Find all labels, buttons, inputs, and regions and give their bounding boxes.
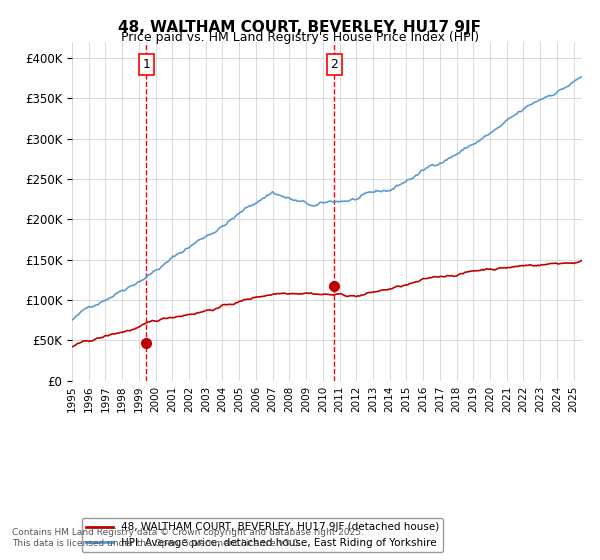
Text: 48, WALTHAM COURT, BEVERLEY, HU17 9JF: 48, WALTHAM COURT, BEVERLEY, HU17 9JF [119, 20, 482, 35]
Text: Price paid vs. HM Land Registry's House Price Index (HPI): Price paid vs. HM Land Registry's House … [121, 31, 479, 44]
Text: 1: 1 [142, 58, 150, 71]
Legend: 48, WALTHAM COURT, BEVERLEY, HU17 9JF (detached house), HPI: Average price, deta: 48, WALTHAM COURT, BEVERLEY, HU17 9JF (d… [82, 518, 443, 552]
Text: Contains HM Land Registry data © Crown copyright and database right 2025.
This d: Contains HM Land Registry data © Crown c… [12, 528, 364, 548]
Text: 2: 2 [331, 58, 338, 71]
